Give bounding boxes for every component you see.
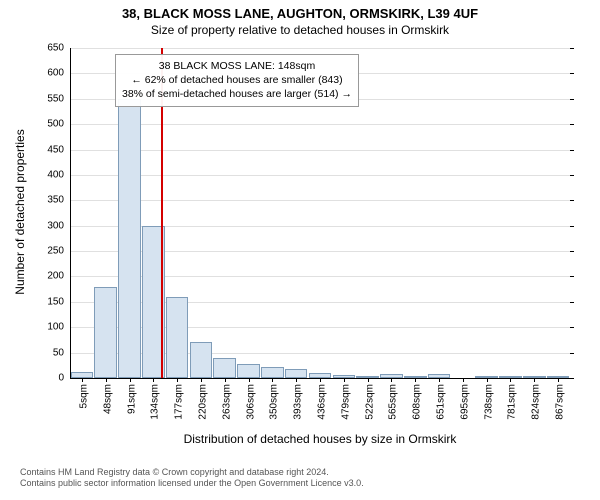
x-axis-label: Distribution of detached houses by size … [70, 432, 570, 446]
y-tick-mark [570, 378, 574, 379]
x-tick-label: 781sqm [503, 384, 518, 420]
histogram-bar [213, 358, 236, 378]
x-tick-label: 177sqm [170, 384, 185, 420]
y-tick-mark [570, 99, 574, 100]
histogram-bar [166, 297, 189, 378]
y-tick-mark [570, 226, 574, 227]
y-axis-line [70, 48, 71, 378]
grid-line [70, 48, 570, 49]
histogram-bar [190, 342, 213, 378]
y-tick-mark [570, 276, 574, 277]
grid-line [70, 200, 570, 201]
footer-line2: Contains public sector information licen… [20, 478, 364, 490]
x-tick-label: 263sqm [217, 384, 232, 420]
chart-title: 38, BLACK MOSS LANE, AUGHTON, ORMSKIRK, … [0, 0, 600, 23]
chart-subtitle: Size of property relative to detached ho… [0, 23, 600, 37]
y-tick-label: 550 [47, 93, 70, 104]
x-tick-label: 436sqm [313, 384, 328, 420]
x-tick-label: 479sqm [336, 384, 351, 420]
footer-line1: Contains HM Land Registry data © Crown c… [20, 467, 364, 479]
histogram-bar [118, 99, 141, 378]
y-tick-label: 650 [47, 43, 70, 54]
grid-line [70, 150, 570, 151]
y-tick-mark [570, 73, 574, 74]
y-tick-mark [570, 48, 574, 49]
y-tick-mark [570, 150, 574, 151]
y-tick-label: 300 [47, 220, 70, 231]
footer-attribution: Contains HM Land Registry data © Crown c… [20, 467, 364, 490]
x-tick-label: 134sqm [146, 384, 161, 420]
annotation-box: 38 BLACK MOSS LANE: 148sqm← 62% of detac… [115, 54, 359, 107]
y-tick-mark [570, 302, 574, 303]
y-tick-label: 100 [47, 322, 70, 333]
histogram-bar [261, 367, 284, 378]
x-axis-line [70, 378, 570, 379]
grid-line [70, 124, 570, 125]
y-tick-mark [570, 200, 574, 201]
y-tick-mark [570, 251, 574, 252]
y-tick-label: 250 [47, 246, 70, 257]
x-tick-label: 393sqm [289, 384, 304, 420]
x-tick-label: 824sqm [527, 384, 542, 420]
x-tick-label: 91sqm [122, 384, 137, 414]
x-tick-label: 522sqm [360, 384, 375, 420]
annotation-line3: 38% of semi-detached houses are larger (… [122, 87, 352, 101]
grid-line [70, 175, 570, 176]
histogram-bar [285, 369, 308, 378]
histogram-bar [94, 287, 117, 378]
x-tick-label: 867sqm [551, 384, 566, 420]
annotation-line2: ← 62% of detached houses are smaller (84… [122, 73, 352, 87]
y-tick-mark [570, 124, 574, 125]
x-tick-label: 306sqm [241, 384, 256, 420]
annotation-line1: 38 BLACK MOSS LANE: 148sqm [122, 59, 352, 73]
y-tick-label: 500 [47, 119, 70, 130]
y-tick-label: 0 [58, 373, 70, 384]
plot-area: 0501001502002503003504004505005506006505… [70, 48, 570, 378]
y-tick-mark [570, 353, 574, 354]
y-tick-mark [570, 327, 574, 328]
x-tick-label: 48sqm [98, 384, 113, 414]
x-tick-label: 350sqm [265, 384, 280, 420]
y-tick-label: 400 [47, 169, 70, 180]
x-tick-label: 220sqm [193, 384, 208, 420]
x-tick-label: 608sqm [408, 384, 423, 420]
x-tick-label: 651sqm [432, 384, 447, 420]
x-tick-label: 695sqm [455, 384, 470, 420]
x-tick-label: 565sqm [384, 384, 399, 420]
y-tick-label: 450 [47, 144, 70, 155]
x-tick-label: 5sqm [74, 384, 89, 408]
y-tick-label: 600 [47, 68, 70, 79]
x-tick-label: 738sqm [479, 384, 494, 420]
y-tick-label: 150 [47, 296, 70, 307]
y-axis-label: Number of detached properties [13, 122, 27, 302]
y-tick-mark [570, 175, 574, 176]
y-tick-label: 200 [47, 271, 70, 282]
y-tick-label: 350 [47, 195, 70, 206]
histogram-bar [237, 364, 260, 378]
y-tick-label: 50 [53, 347, 70, 358]
